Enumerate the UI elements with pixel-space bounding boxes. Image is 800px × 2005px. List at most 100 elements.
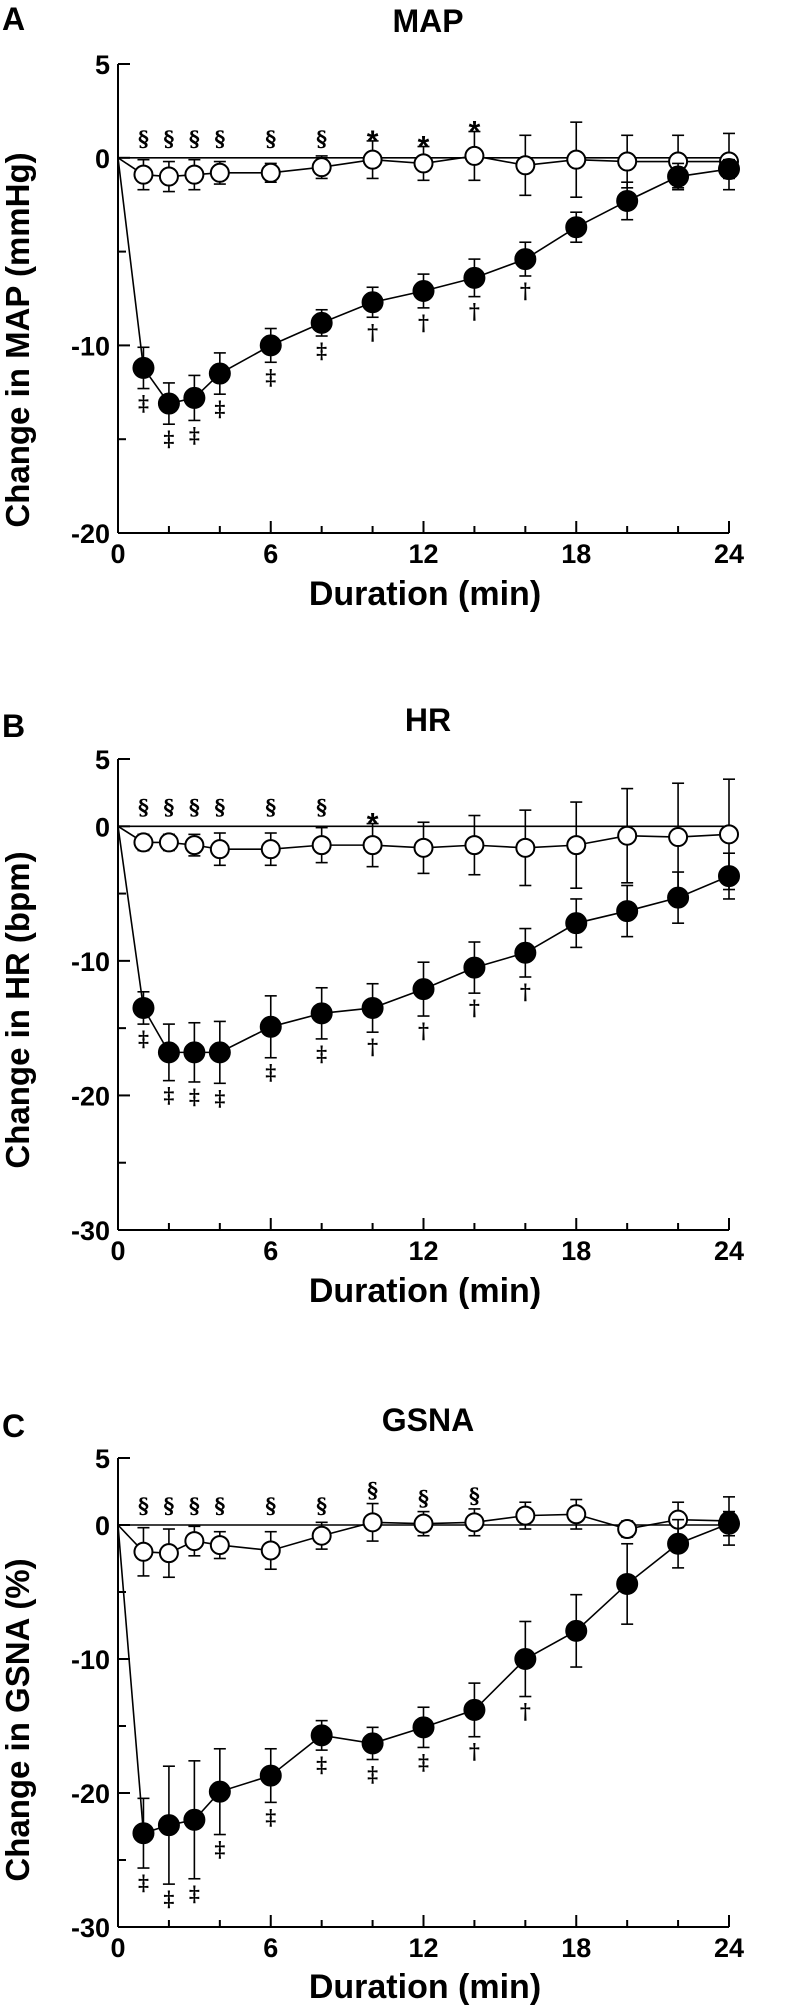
x-tick-label: 12 (408, 539, 438, 569)
x-tick-label: 6 (263, 539, 278, 569)
data-point-filled (183, 1808, 206, 1831)
significance-mark: † (520, 1699, 531, 1724)
significance-mark: † (469, 1739, 480, 1764)
panel-b-ylabel: Change in HR (bpm) (0, 851, 36, 1168)
significance-mark: † (520, 979, 531, 1004)
series-filled: ‡ ‡ ‡ ‡ ‡ ‡ † † † † (117, 826, 740, 1110)
y-tick-label: 5 (95, 50, 110, 80)
significance-mark: § (163, 794, 174, 819)
data-point-filled (667, 165, 690, 188)
data-point-open (260, 1540, 281, 1561)
significance-mark: ‡ (214, 396, 225, 421)
significance-mark: ‡ (214, 1837, 225, 1862)
significance-mark: § (163, 126, 174, 151)
data-point-filled (718, 865, 740, 888)
data-point-filled (361, 996, 384, 1019)
data-point-filled (310, 1724, 333, 1747)
significance-mark: ‡ (316, 1752, 327, 1777)
data-point-filled (565, 216, 588, 239)
significance-mark: † (469, 995, 480, 1020)
data-point-filled (157, 1041, 180, 1064)
data-point-open (566, 149, 587, 170)
data-point-filled (259, 1015, 282, 1038)
panel-b-letter: B (2, 708, 25, 744)
x-tick-label: 0 (110, 539, 125, 569)
data-point-open (158, 166, 179, 187)
significance-mark: § (138, 794, 149, 819)
data-point-filled (463, 1698, 486, 1721)
significance-mark: ‡ (138, 1026, 149, 1051)
data-point-filled (718, 158, 740, 181)
data-point-filled (157, 1814, 180, 1837)
significance-mark: ‡ (163, 1886, 174, 1911)
series-open: § § § § § § * * * (117, 116, 739, 198)
x-tick-label: 6 (263, 1236, 278, 1266)
data-point-filled (718, 1512, 740, 1535)
data-point-filled (412, 279, 435, 302)
y-tick-label: -20 (71, 519, 110, 549)
significance-mark: ‡ (265, 1060, 276, 1085)
significance-mark: § (316, 794, 327, 819)
panel-b: B HR Duration (min) Change in HR (bpm) 5… (0, 702, 744, 1310)
panel-b-plot: 50-10-20-300 6 12 18 24§ § § § § §*‡‡ ‡ ‡‡‡ †††† (71, 745, 744, 1266)
significance-mark: § (189, 1493, 200, 1518)
data-point-filled (514, 1648, 537, 1670)
panel-a-title: MAP (392, 3, 463, 39)
x-tick-label: 12 (408, 1236, 438, 1266)
significance-mark: ‡ (316, 1041, 327, 1066)
data-point-open (566, 835, 587, 856)
significance-mark: ‡ (138, 391, 149, 416)
x-tick-label: 6 (263, 1933, 278, 1963)
significance-mark: † (418, 1018, 429, 1043)
data-point-open (133, 832, 154, 853)
data-point-open (413, 837, 434, 858)
data-point-open (464, 145, 485, 166)
data-point-open (184, 164, 205, 185)
y-tick-label: -10 (71, 947, 110, 977)
data-point-filled (616, 900, 639, 923)
data-point-filled (463, 956, 486, 979)
data-point-open (209, 839, 230, 860)
data-point-open (184, 835, 205, 856)
significance-mark: * (469, 116, 481, 149)
y-tick-label: 5 (95, 745, 110, 775)
panel-a: A MAP Duration (min) Change in MAP (mmHg… (0, 1, 744, 613)
data-point-filled (667, 1532, 690, 1555)
data-point-open (311, 835, 332, 856)
data-point-filled (208, 362, 231, 385)
panel-a-ylabel: Change in MAP (mmHg) (0, 152, 36, 527)
significance-mark: § (265, 1493, 276, 1518)
data-point-open (133, 164, 154, 185)
data-point-open (464, 1512, 485, 1533)
significance-mark: § (367, 1478, 378, 1503)
significance-mark: § (189, 126, 200, 151)
panel-a-letter: A (2, 1, 25, 37)
data-point-filled (132, 996, 155, 1019)
x-tick-label: 18 (561, 1933, 591, 1963)
panel-c: C GSNA Duration (min) Change in GSNA (%)… (0, 1402, 744, 2005)
significance-mark: § (316, 1493, 327, 1518)
significance-mark: † (469, 299, 480, 324)
panel-c-xlabel: Duration (min) (309, 1968, 541, 2005)
data-point-open (158, 832, 179, 853)
data-point-filled (514, 248, 537, 271)
significance-mark: § (138, 1493, 149, 1518)
data-point-open (515, 837, 536, 858)
data-point-filled (565, 1619, 588, 1642)
significance-mark: § (418, 1486, 429, 1511)
significance-mark: § (265, 794, 276, 819)
y-tick-label: 0 (95, 144, 110, 174)
x-tick-label: 18 (561, 539, 591, 569)
panel-c-title: GSNA (382, 1402, 474, 1438)
significance-mark: ‡ (163, 426, 174, 451)
data-point-open (133, 1541, 154, 1562)
significance-mark: § (163, 1493, 174, 1518)
data-point-open (515, 155, 536, 176)
significance-mark: ‡ (138, 1870, 149, 1895)
data-point-filled (514, 941, 537, 964)
data-point-filled (310, 311, 333, 334)
y-tick-label: -20 (71, 1779, 110, 1809)
data-point-open (719, 824, 739, 845)
x-tick-label: 0 (110, 1236, 125, 1266)
